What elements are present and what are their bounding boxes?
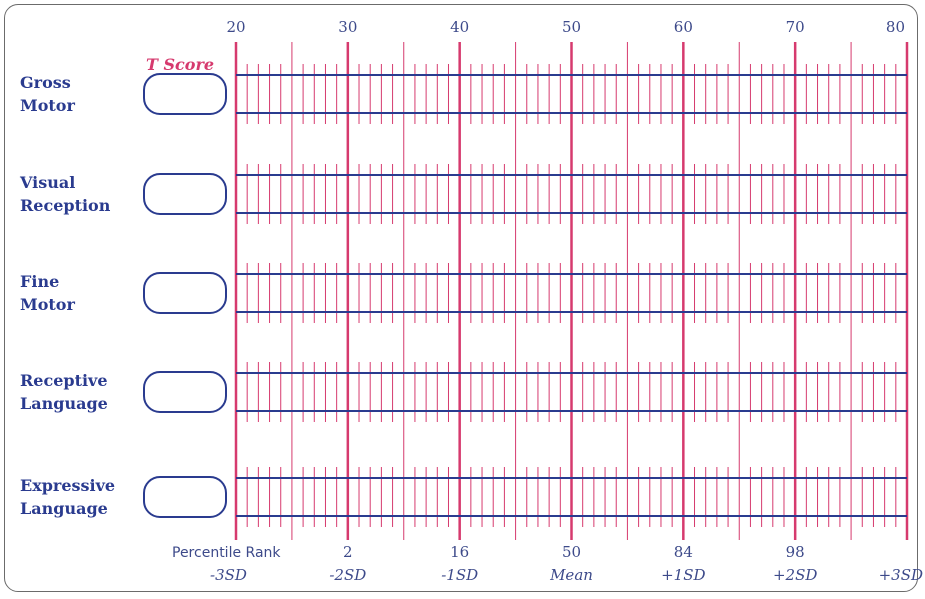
score-tick-label: 20 bbox=[226, 18, 245, 36]
score-tick-label: 50 bbox=[562, 18, 581, 36]
domain-label-line2: Language bbox=[20, 499, 108, 518]
domain-label-line1: Fine bbox=[20, 272, 59, 291]
domain-row: Fine Motor bbox=[20, 263, 907, 323]
score-tick-label: 40 bbox=[450, 18, 469, 36]
score-tick-label: 70 bbox=[786, 18, 805, 36]
domain-label-line2: Motor bbox=[20, 295, 75, 314]
percentile-heading: Percentile Rank bbox=[172, 545, 281, 561]
percentile-value: 16 bbox=[450, 543, 469, 561]
score-gridlines bbox=[234, 42, 909, 540]
domain-row: Gross Motor bbox=[20, 64, 907, 124]
sd-label: +2SD bbox=[773, 566, 817, 584]
sd-label: -2SD bbox=[329, 566, 366, 584]
tscore-input-box[interactable] bbox=[143, 476, 227, 518]
tscore-input-box[interactable] bbox=[143, 173, 227, 215]
sd-label: -1SD bbox=[441, 566, 478, 584]
domain-rows: Gross Motor Visual Reception Fine Motor Recept… bbox=[19, 64, 907, 527]
score-tick-label: 30 bbox=[338, 18, 357, 36]
domain-label-line1: Gross bbox=[20, 73, 71, 92]
score-labels: 20 30 40 50 60 70 80 2 -2SD 16 -1SD 50 Mean 84 +1SD 98 +… bbox=[226, 18, 923, 584]
sd-label: Mean bbox=[549, 566, 593, 584]
score-tick-label: 80 bbox=[886, 18, 905, 36]
tscore-input-box[interactable] bbox=[143, 371, 227, 413]
domain-label-line1: Receptive bbox=[20, 371, 108, 390]
domain-label-line2: Motor bbox=[20, 96, 75, 115]
percentile-value: 98 bbox=[786, 543, 805, 561]
tscore-heading: T Score bbox=[146, 55, 214, 74]
domain-label-line1: Expressive bbox=[20, 476, 115, 495]
domain-row: Expressive Language bbox=[20, 467, 907, 527]
form-frame bbox=[4, 4, 918, 592]
score-tick-label: 60 bbox=[674, 18, 693, 36]
domain-row: Visual Reception bbox=[19, 164, 907, 224]
percentile-value: 50 bbox=[562, 543, 581, 561]
domain-label-line2: Language bbox=[20, 394, 108, 413]
tscore-input-box[interactable] bbox=[143, 73, 227, 115]
domain-label-line1: Visual bbox=[19, 173, 75, 192]
domain-label-line2: Reception bbox=[20, 196, 111, 215]
percentile-value: 2 bbox=[343, 543, 353, 561]
tscore-input-box[interactable] bbox=[143, 272, 227, 314]
domain-row: Receptive Language bbox=[20, 362, 907, 422]
sd-label: +3SD bbox=[879, 566, 923, 584]
sd-start-label: -3SD bbox=[210, 566, 247, 584]
sd-label: +1SD bbox=[661, 566, 705, 584]
percentile-value: 84 bbox=[674, 543, 693, 561]
